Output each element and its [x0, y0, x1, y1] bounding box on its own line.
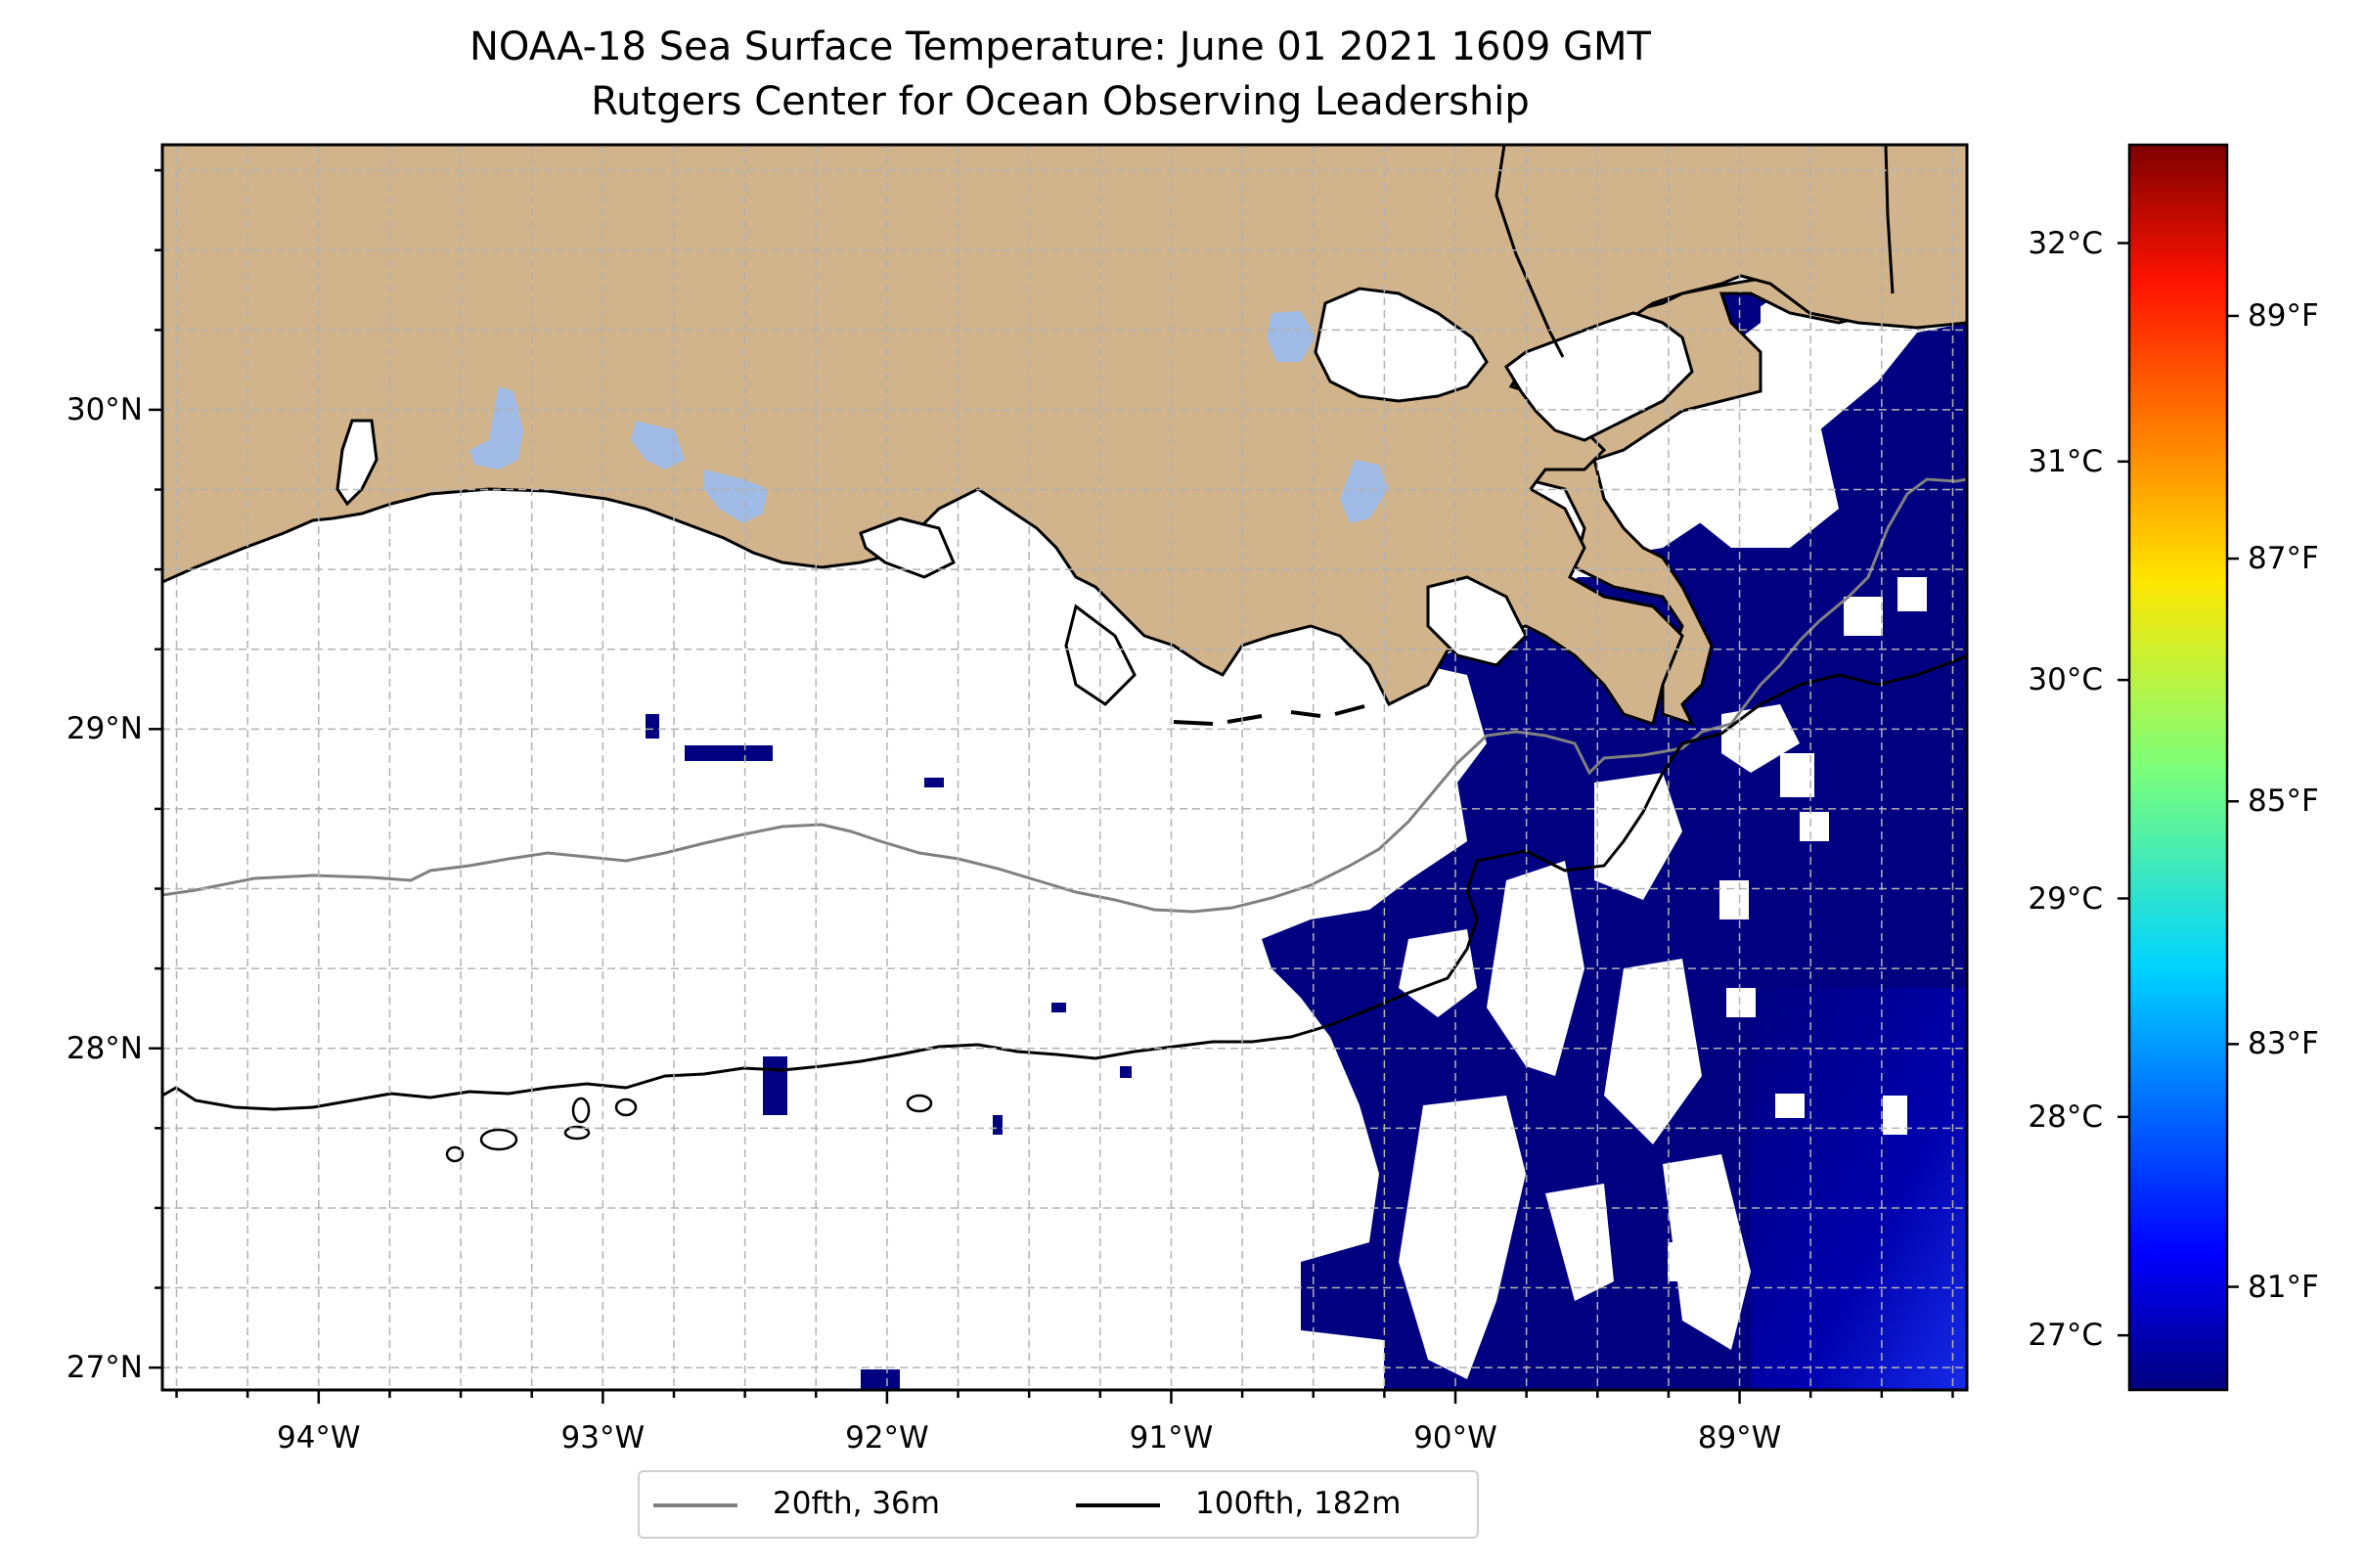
- state-boundary: [1495, 145, 1895, 358]
- contour-100fth: [162, 653, 1967, 1111]
- colorbar-celsius-label: 28°C: [2028, 1098, 2103, 1135]
- map-frame: [160, 143, 1969, 1392]
- lat-tick-label: 27°N: [66, 1350, 143, 1386]
- barrier-islands: [1173, 704, 1365, 726]
- legend-swatch-100fth: [1076, 1503, 1160, 1507]
- lon-tick-label: 89°W: [1697, 1420, 1782, 1456]
- legend-label-20fth: 20fth, 36m: [773, 1486, 940, 1521]
- colorbar-celsius-label: 30°C: [2028, 662, 2103, 698]
- bays-nodata: [335, 287, 1694, 706]
- colorbar-fahrenheit-label: 83°F: [2248, 1026, 2319, 1062]
- figure-title: NOAA-18 Sea Surface Temperature: June 01…: [469, 24, 1651, 69]
- lon-tick-label: 90°W: [1413, 1420, 1497, 1456]
- colorbar-ticks: [2118, 242, 2239, 1337]
- colorbar-celsius-label: 32°C: [2028, 225, 2103, 261]
- colorbar-celsius-label: 29°C: [2028, 880, 2103, 917]
- warm-sst-patch: [1751, 988, 1967, 1390]
- figure-subtitle: Rutgers Center for Ocean Observing Leade…: [591, 79, 1530, 124]
- contour-20fth: [162, 477, 1967, 914]
- lat-tick-label: 29°N: [66, 711, 143, 747]
- lat-tick-label: 30°N: [66, 391, 143, 427]
- colorbar-celsius-label: 27°C: [2028, 1318, 2103, 1354]
- colorbar-fahrenheit-label: 87°F: [2248, 541, 2319, 577]
- colorbar-fahrenheit-label: 81°F: [2248, 1269, 2319, 1305]
- shoal-contours: [445, 1094, 933, 1163]
- inland-lakes: [469, 311, 1389, 523]
- lon-tick-label: 93°W: [560, 1420, 646, 1456]
- lon-tick-label: 94°W: [276, 1420, 361, 1456]
- lon-tick-label: 92°W: [845, 1420, 929, 1456]
- map-ticks: [149, 168, 1954, 1404]
- legend: 20fth, 36m 100fth, 182m: [638, 1470, 1479, 1539]
- lon-tick-label: 91°W: [1129, 1420, 1214, 1456]
- gridlines: [162, 145, 1967, 1390]
- colorbar-celsius-label: 31°C: [2028, 443, 2103, 479]
- colorbar: [2127, 143, 2229, 1392]
- legend-swatch-20fth: [653, 1503, 737, 1507]
- colorbar-fahrenheit-label: 85°F: [2248, 784, 2319, 820]
- colorbar-fahrenheit-label: 89°F: [2248, 297, 2319, 334]
- lat-tick-label: 28°N: [66, 1030, 143, 1066]
- legend-label-100fth: 100fth, 182m: [1195, 1486, 1402, 1521]
